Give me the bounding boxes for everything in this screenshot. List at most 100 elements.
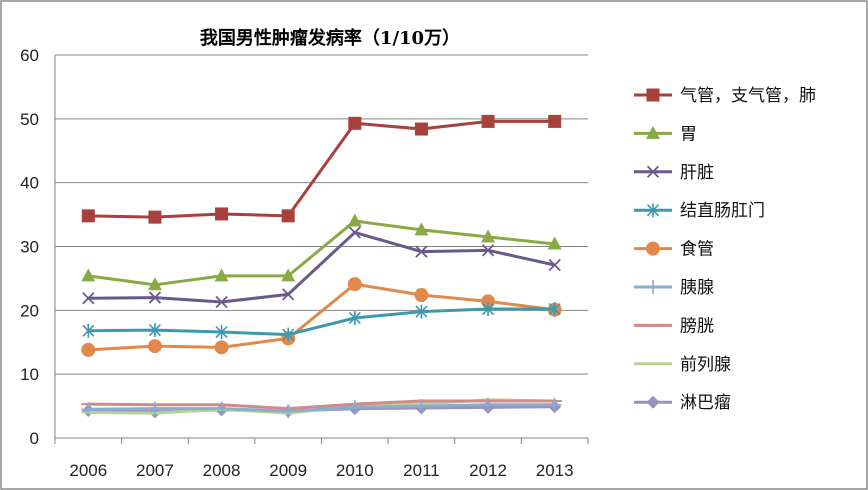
data-point	[348, 310, 361, 325]
data-point	[547, 236, 562, 250]
series-5	[81, 397, 562, 419]
legend-item: 结直肠肛门	[634, 201, 765, 221]
series-line	[88, 282, 555, 352]
data-point	[147, 401, 162, 416]
legend-item: 气管，支气管，肺	[634, 86, 816, 106]
data-point	[414, 122, 428, 136]
legend-item: 肝脏	[634, 163, 714, 183]
legend-label: 淋巴瘤	[680, 393, 731, 413]
data-point	[548, 114, 562, 128]
legend-label: 胃	[680, 124, 697, 144]
x-tick-label: 2007	[136, 461, 174, 480]
legend-label: 膀胱	[680, 316, 714, 336]
data-point	[282, 288, 295, 301]
data-point	[348, 116, 362, 130]
data-point	[82, 292, 95, 305]
data-point	[81, 402, 96, 417]
y-tick-label: 0	[30, 429, 39, 448]
x-tick-label: 2011	[403, 461, 440, 480]
data-point	[147, 339, 162, 354]
legend-marker	[646, 125, 660, 139]
data-point	[348, 226, 361, 239]
data-point	[147, 277, 162, 291]
series-3	[82, 302, 561, 342]
legend-label: 肝脏	[680, 163, 714, 183]
legend-label: 胰腺	[680, 278, 714, 298]
data-point	[548, 302, 561, 317]
data-point	[281, 404, 296, 419]
legend-marker	[646, 203, 660, 218]
legend-marker	[646, 88, 660, 102]
data-point	[148, 291, 162, 304]
legend-marker	[646, 241, 660, 256]
data-point	[215, 325, 228, 340]
y-tick-label: 30	[20, 238, 39, 257]
data-point	[415, 304, 428, 319]
data-point	[347, 277, 362, 292]
y-tick-label: 20	[20, 301, 39, 320]
data-point	[547, 397, 562, 412]
data-point	[548, 258, 561, 272]
series-group	[81, 114, 562, 419]
x-tick-label: 2010	[336, 461, 374, 480]
legend-label: 气管，支气管，肺	[680, 86, 816, 106]
legend-item: 前列腺	[634, 355, 731, 375]
data-point	[282, 327, 295, 342]
chart-title: 我国男性肿瘤发病率（1/10万）	[200, 27, 460, 49]
data-point	[414, 399, 429, 414]
series-line	[88, 219, 555, 287]
x-tick-label: 2009	[269, 461, 307, 480]
data-point	[281, 209, 295, 223]
series-line	[88, 119, 555, 219]
x-tick-label: 2008	[203, 461, 241, 480]
series-2	[82, 226, 561, 309]
legend-item: 淋巴瘤	[634, 393, 731, 413]
data-point	[215, 207, 229, 221]
data-point	[481, 229, 496, 243]
data-point	[81, 209, 95, 223]
data-point	[215, 295, 228, 309]
axes: 0 10 20 30 40 50 60 2006 2007 2008 2009 2010 2011 201…	[20, 46, 589, 480]
data-point	[81, 268, 96, 282]
series-line	[88, 403, 555, 413]
data-point	[481, 114, 495, 128]
data-point	[148, 210, 162, 224]
data-point	[214, 401, 229, 416]
series-line	[88, 230, 556, 304]
data-point	[347, 213, 362, 227]
data-point	[214, 268, 229, 282]
x-tick-label: 2013	[536, 461, 574, 480]
y-tick-label: 50	[20, 110, 39, 129]
series-line	[88, 307, 555, 337]
y-tick-label: 60	[20, 46, 39, 65]
x-tick-label: 2012	[469, 461, 507, 480]
legend-marker	[646, 165, 660, 178]
series-line	[88, 399, 555, 411]
legend-marker	[646, 280, 660, 294]
legend-marker	[646, 395, 660, 409]
legend-item: 胰腺	[634, 278, 714, 298]
y-tick-label: 10	[20, 365, 39, 384]
y-tick-label: 40	[20, 174, 39, 193]
data-point	[414, 222, 429, 236]
legend-item: 胃	[634, 124, 697, 144]
legend-item: 膀胱	[634, 316, 714, 336]
series-1	[81, 213, 562, 291]
data-point	[347, 400, 362, 415]
data-point	[481, 302, 495, 317]
data-point	[415, 245, 428, 258]
series-0	[81, 114, 562, 224]
legend-label: 食管	[680, 240, 714, 260]
data-point	[81, 342, 96, 357]
data-point	[82, 323, 95, 338]
data-point	[214, 340, 229, 355]
data-point	[281, 268, 296, 282]
data-point	[148, 323, 162, 338]
legend-label: 结直肠肛门	[680, 201, 765, 221]
data-point	[414, 288, 429, 303]
x-tick-label: 2006	[69, 461, 107, 480]
